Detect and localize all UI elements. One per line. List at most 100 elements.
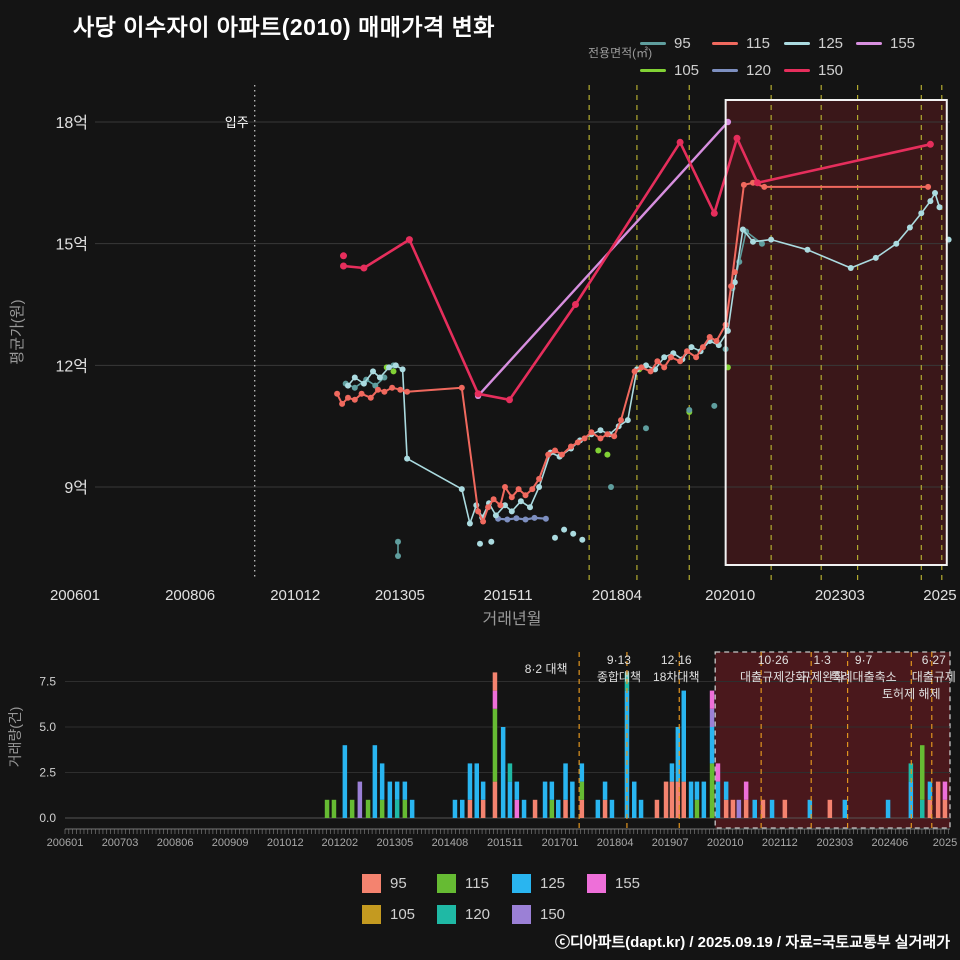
- volume-bar-95: [467, 799, 473, 818]
- volume-bar-115: [402, 799, 408, 818]
- volume-bar-95: [743, 799, 749, 818]
- data-point-95: [608, 484, 614, 490]
- data-point-125: [739, 226, 746, 233]
- data-point-95: [711, 402, 718, 409]
- legend-top-label-150: 150: [818, 62, 844, 79]
- volume-x-tick-label: 201511: [487, 837, 523, 849]
- main-price-chart: 18억 15억 12억 9억 200601 200806 201012 201305 20151…: [9, 85, 957, 628]
- legend-bottom-label-95: 95: [390, 875, 407, 892]
- volume-bar-95: [942, 799, 948, 818]
- series-line-155: [477, 121, 729, 397]
- policy-annotation: 토허제 해제: [882, 687, 941, 701]
- legend-bottom-swatch-95: [362, 874, 381, 893]
- volume-bar-125: [563, 763, 568, 800]
- data-point-125: [502, 502, 508, 509]
- data-point-150: [733, 134, 741, 142]
- volume-x-tick-label: 201202: [321, 837, 358, 849]
- data-point-125: [688, 344, 695, 351]
- legend-top-item-115[interactable]: 115: [712, 35, 784, 52]
- data-point-115: [404, 388, 411, 395]
- legend-bottom-swatch-115: [437, 874, 456, 893]
- volume-bar-125: [372, 745, 378, 818]
- volume-x-tick-label: 200806: [157, 837, 194, 849]
- data-point-115: [458, 384, 465, 391]
- volume-bar-125: [715, 781, 721, 818]
- legend-bottom-item-125[interactable]: 125: [512, 874, 587, 893]
- data-point-95: [686, 407, 693, 413]
- legend-top-item-125[interactable]: 125: [784, 35, 856, 52]
- legend-bottom-item-115[interactable]: 115: [437, 874, 512, 893]
- volume-bar-95: [681, 781, 686, 818]
- x-tick-label: 201012: [270, 587, 320, 604]
- legend-top-label-155: 155: [890, 35, 916, 52]
- data-point-115: [611, 433, 618, 440]
- legend-top-item-95[interactable]: 95: [640, 35, 712, 52]
- volume-bar-125: [769, 799, 775, 818]
- volume-bar-95: [602, 799, 608, 818]
- volume-bar-125: [409, 799, 415, 818]
- legend-bottom-label-105: 105: [390, 906, 416, 923]
- legend-bottom-item-150[interactable]: 150: [512, 905, 587, 924]
- legend-top-swatch-120: [712, 69, 738, 72]
- data-point-125: [750, 238, 756, 245]
- data-point-125: [932, 190, 938, 196]
- volume-bar-125: [638, 799, 644, 818]
- data-point-115: [490, 496, 497, 503]
- legend-area-label: 전용면적(㎡): [588, 46, 653, 60]
- volume-x-tick-label: 202406: [872, 837, 909, 849]
- legend-top-item-120[interactable]: 120: [712, 62, 784, 79]
- volume-x-tick-label: 200703: [102, 837, 139, 849]
- data-point-115: [529, 486, 536, 493]
- legend-bottom-label-115: 115: [465, 875, 489, 892]
- legend-top-item-155[interactable]: 155: [856, 35, 928, 52]
- data-point-125: [597, 427, 604, 434]
- legend-bottom-item-105[interactable]: 105: [362, 905, 437, 924]
- x-tick-label: 202303: [815, 587, 865, 604]
- data-point-115: [339, 400, 346, 407]
- volume-bar-125: [452, 799, 458, 818]
- data-point-115: [654, 358, 661, 365]
- data-point-115: [389, 384, 396, 391]
- volume-bar-125: [723, 781, 729, 800]
- data-point-120: [522, 516, 529, 523]
- volume-bar-125: [675, 727, 681, 782]
- volume-bar-115: [920, 745, 925, 800]
- legend-bottom-item-155[interactable]: 155: [587, 874, 662, 893]
- data-point-125: [643, 362, 649, 369]
- volume-x-tick-label: 202010: [707, 837, 744, 849]
- volume-bar-125: [474, 763, 479, 818]
- legend-top-item-105[interactable]: 105: [640, 62, 712, 79]
- data-point-125: [731, 279, 738, 286]
- series-105: [383, 364, 731, 458]
- volume-x-tick-label: 201408: [432, 837, 469, 849]
- series-150: [340, 134, 934, 404]
- volume-bar-95: [532, 799, 538, 818]
- volume-bar-150: [357, 781, 363, 818]
- legend-top-row: 105 120 150: [640, 57, 928, 84]
- data-point-125: [927, 198, 934, 205]
- data-point-125: [466, 520, 473, 527]
- volume-bar-95: [760, 799, 766, 818]
- data-point-120: [504, 516, 511, 523]
- legend-top-item-150[interactable]: 150: [784, 62, 856, 79]
- volume-bar-125: [694, 781, 700, 800]
- legend-bottom-item-120[interactable]: 120: [437, 905, 512, 924]
- data-point-115: [475, 508, 482, 515]
- highlight-region-border: [724, 99, 948, 566]
- series-line-115: [336, 181, 929, 523]
- volume-bar-125: [709, 727, 715, 764]
- volume-bar-125: [807, 799, 813, 818]
- volume-x-tick-label: 201907: [652, 837, 689, 849]
- legend-top-label-105: 105: [674, 62, 700, 79]
- data-point-125: [527, 504, 533, 511]
- volume-bar-150: [736, 799, 742, 818]
- volume-y-tick-label: 7.5: [39, 675, 56, 689]
- volume-bar-155: [942, 781, 948, 800]
- movein-label: 입주: [225, 115, 249, 130]
- legend-top-swatch-105: [640, 69, 666, 72]
- data-point-125: [768, 236, 775, 243]
- legend-bottom-item-95[interactable]: 95: [362, 874, 437, 893]
- data-point-150: [405, 236, 413, 244]
- data-point-115: [545, 451, 552, 458]
- volume-bar-95: [935, 781, 941, 818]
